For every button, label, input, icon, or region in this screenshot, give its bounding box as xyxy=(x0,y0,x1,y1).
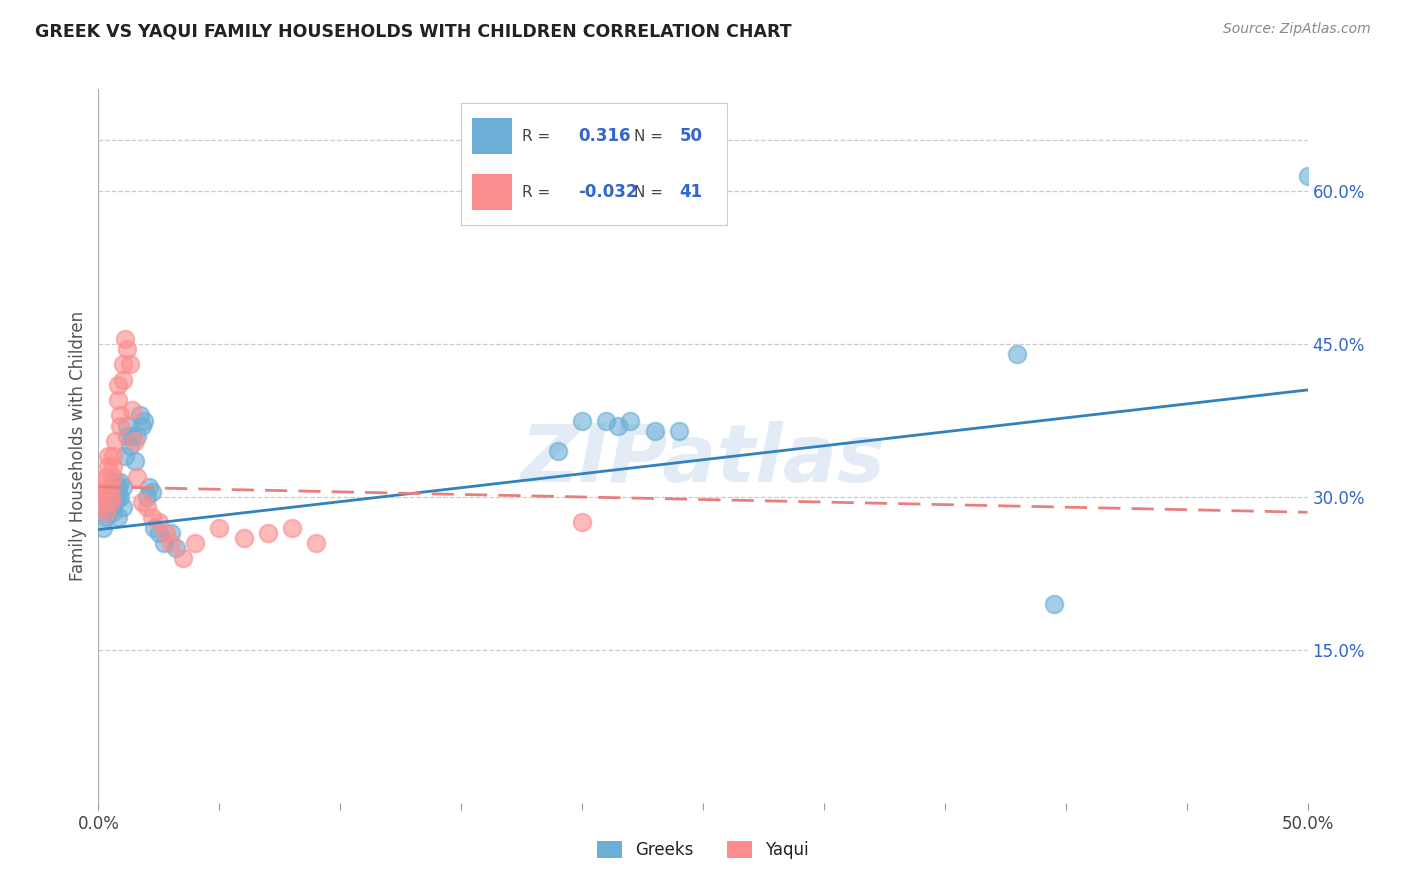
Point xyxy=(100,495,122,509)
Point xyxy=(1042,597,1064,611)
Point xyxy=(117,342,139,356)
Point xyxy=(97,495,120,509)
Point xyxy=(100,490,122,504)
Point xyxy=(111,373,134,387)
Point xyxy=(104,495,127,509)
Point xyxy=(1296,169,1319,183)
Point xyxy=(94,510,117,524)
Point xyxy=(111,500,134,515)
Point xyxy=(619,413,641,427)
Point xyxy=(131,418,153,433)
Point xyxy=(281,520,304,534)
Point xyxy=(184,536,207,550)
Point xyxy=(141,484,163,499)
Point xyxy=(104,475,127,489)
Point xyxy=(141,510,163,524)
Point xyxy=(131,495,153,509)
Point xyxy=(135,500,157,515)
Point xyxy=(668,424,690,438)
Point xyxy=(101,480,124,494)
Point xyxy=(101,469,124,483)
Point xyxy=(108,475,131,489)
Point xyxy=(128,409,150,423)
Point xyxy=(571,413,593,427)
Point xyxy=(160,536,183,550)
Point xyxy=(607,418,630,433)
Point xyxy=(148,516,170,530)
Point xyxy=(135,490,157,504)
Point xyxy=(108,490,131,504)
Point xyxy=(107,490,129,504)
Point xyxy=(118,439,141,453)
Point xyxy=(90,490,112,504)
Point xyxy=(571,516,593,530)
Point xyxy=(107,480,129,494)
Point xyxy=(232,531,254,545)
Point xyxy=(256,525,278,540)
Point xyxy=(595,413,617,427)
Point xyxy=(100,484,122,499)
Point xyxy=(91,475,114,489)
Point xyxy=(114,332,136,346)
Point xyxy=(97,505,120,519)
Point xyxy=(155,525,177,540)
Point xyxy=(107,377,129,392)
Point xyxy=(104,434,127,448)
Point xyxy=(138,480,160,494)
Point xyxy=(114,449,136,463)
Point xyxy=(100,480,122,494)
Point xyxy=(172,551,194,566)
Point xyxy=(100,500,122,515)
Point xyxy=(160,525,183,540)
Point xyxy=(90,500,112,515)
Point xyxy=(117,418,139,433)
Point xyxy=(108,409,131,423)
Point xyxy=(111,358,134,372)
Text: ZIPatlas: ZIPatlas xyxy=(520,421,886,500)
Y-axis label: Family Households with Children: Family Households with Children xyxy=(69,311,87,581)
Point xyxy=(118,358,141,372)
Point xyxy=(121,403,143,417)
Point xyxy=(134,413,156,427)
Point xyxy=(111,480,134,494)
Point xyxy=(208,520,231,534)
Point xyxy=(101,449,124,463)
Point xyxy=(107,393,129,408)
Point xyxy=(1007,347,1029,361)
Text: Source: ZipAtlas.com: Source: ZipAtlas.com xyxy=(1223,22,1371,37)
Point xyxy=(124,434,146,448)
Point xyxy=(97,459,120,474)
Point xyxy=(148,525,170,540)
Point xyxy=(94,505,117,519)
Point xyxy=(121,429,143,443)
Point xyxy=(143,520,166,534)
Text: GREEK VS YAQUI FAMILY HOUSEHOLDS WITH CHILDREN CORRELATION CHART: GREEK VS YAQUI FAMILY HOUSEHOLDS WITH CH… xyxy=(35,22,792,40)
Point xyxy=(127,469,149,483)
Point xyxy=(97,449,120,463)
Point xyxy=(101,490,124,504)
Point xyxy=(104,490,127,504)
Point xyxy=(117,429,139,443)
Point xyxy=(305,536,328,550)
Point xyxy=(127,429,149,443)
Point xyxy=(94,469,117,483)
Point xyxy=(91,484,114,499)
Point xyxy=(152,536,174,550)
Point xyxy=(101,505,124,519)
Point xyxy=(108,418,131,433)
Point xyxy=(90,500,112,515)
Point xyxy=(107,510,129,524)
Point xyxy=(124,454,146,468)
Legend: Greeks, Yaqui: Greeks, Yaqui xyxy=(598,840,808,859)
Point xyxy=(547,444,569,458)
Point xyxy=(91,520,114,534)
Point xyxy=(101,459,124,474)
Point xyxy=(94,484,117,499)
Point xyxy=(165,541,187,555)
Point xyxy=(100,495,122,509)
Point xyxy=(644,424,666,438)
